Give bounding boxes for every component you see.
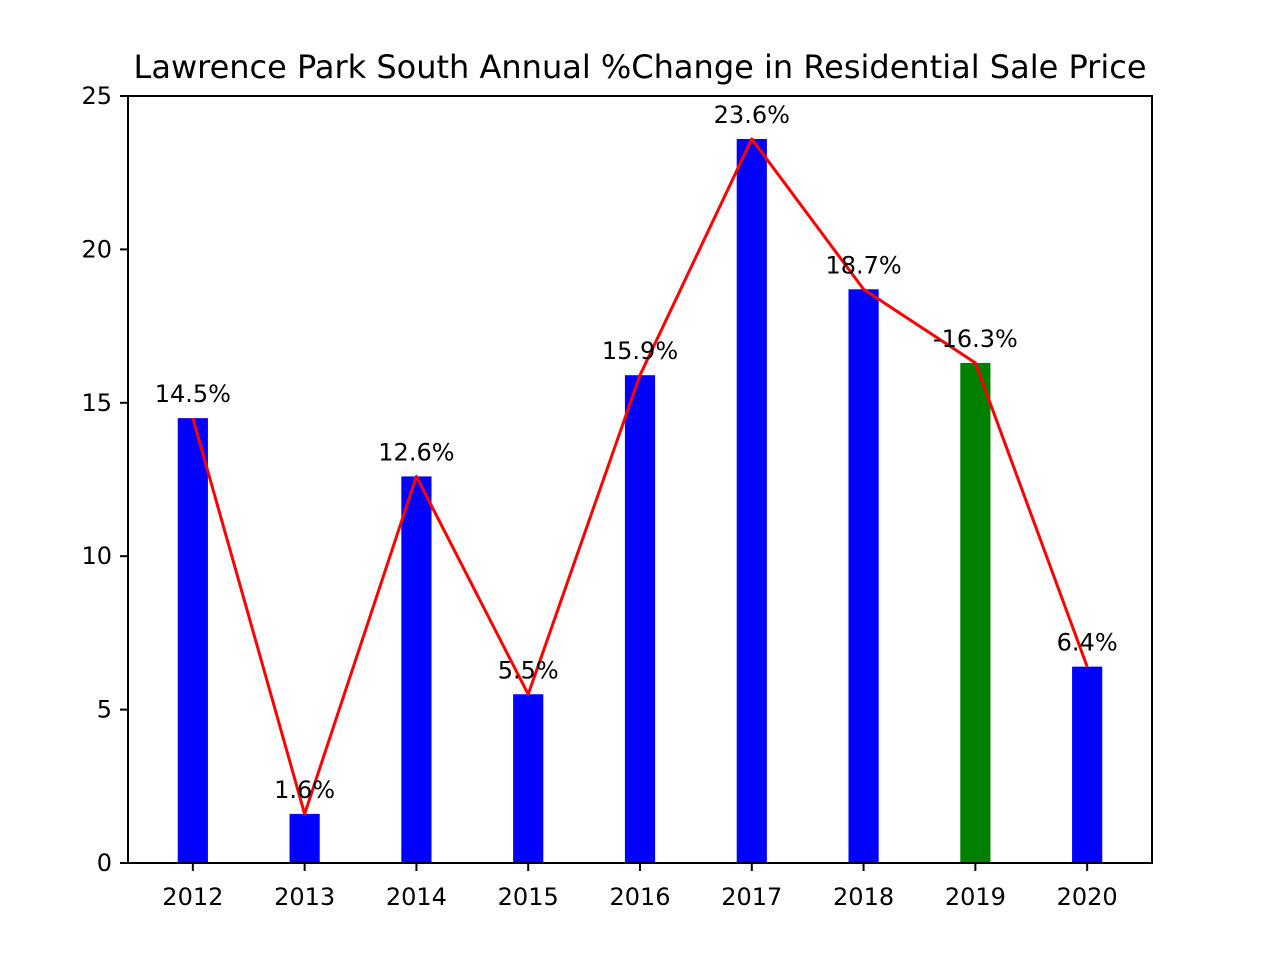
data-label-2015: 5.5%: [498, 656, 559, 684]
x-tick-label-2012: 2012: [162, 883, 223, 911]
bar-2012: [177, 418, 208, 863]
x-tick-label-2015: 2015: [498, 883, 559, 911]
data-label-2018: 18.7%: [825, 251, 901, 279]
bar-2015: [513, 694, 544, 863]
y-tick-label-25: 25: [81, 82, 112, 110]
y-tick-label-20: 20: [81, 235, 112, 263]
x-tick-label-2019: 2019: [945, 883, 1006, 911]
data-label-2016: 15.9%: [602, 337, 678, 365]
y-tick-label-5: 5: [97, 696, 112, 724]
bar-2014: [401, 476, 432, 863]
bars-layer: [177, 138, 1103, 863]
x-tick-label-2014: 2014: [386, 883, 447, 911]
data-label-2020: 6.4%: [1057, 629, 1118, 657]
bar-2017: [736, 138, 767, 863]
data-labels-layer: 14.5% 1.6% 12.6% 5.5% 15.9% 23.6% 18.7% -16.3% 6…: [155, 101, 1118, 804]
y-tick-label-10: 10: [81, 542, 112, 570]
data-label-2012: 14.5%: [155, 380, 231, 408]
data-label-2013: 1.6%: [274, 776, 335, 804]
x-tick-label-2013: 2013: [274, 883, 335, 911]
trend-line: [191, 137, 1089, 816]
y-tick-label-0: 0: [97, 849, 112, 877]
bar-2016: [624, 375, 656, 863]
y-tick-label-15: 15: [81, 389, 112, 417]
data-label-2014: 12.6%: [378, 438, 454, 466]
x-tick-label-2016: 2016: [609, 883, 670, 911]
line-layer: [191, 137, 1089, 816]
bar-2020: [1072, 666, 1103, 863]
bar-2018: [848, 289, 879, 863]
chart-title: Lawrence Park South Annual %Change in Re…: [134, 48, 1147, 86]
axes-layer: 0 5 10 15 20 25 2012 2013 2014 2015 2016 2017 2018 20…: [81, 82, 1153, 911]
x-tick-label-2020: 2020: [1057, 883, 1118, 911]
bar-2019: [960, 362, 991, 863]
data-label-2017: 23.6%: [714, 101, 790, 129]
data-label-2019: -16.3%: [933, 325, 1018, 353]
x-tick-label-2017: 2017: [721, 883, 782, 911]
x-tick-label-2018: 2018: [833, 883, 894, 911]
bar-2013: [289, 813, 320, 863]
